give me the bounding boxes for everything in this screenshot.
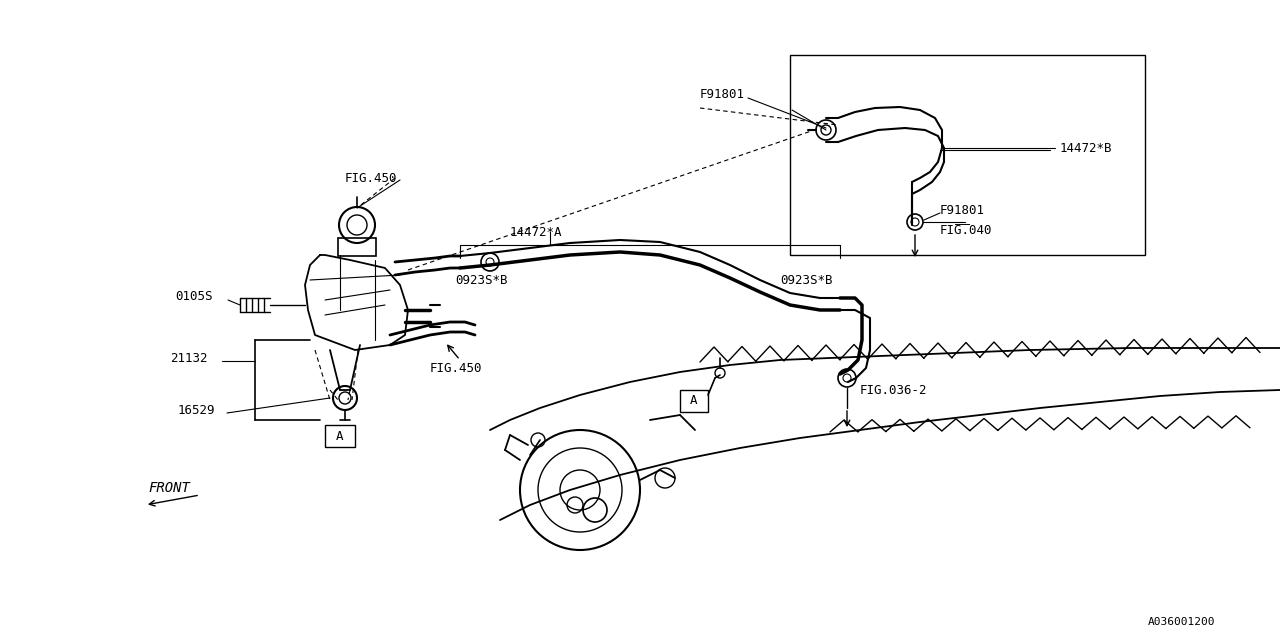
Text: 0923S*B: 0923S*B	[780, 273, 832, 287]
Text: 21132: 21132	[170, 351, 207, 365]
Bar	[338, 238, 376, 256]
Text: FIG.450: FIG.450	[430, 362, 483, 374]
Text: 14472*B: 14472*B	[1060, 141, 1112, 154]
Text: FIG.036-2: FIG.036-2	[860, 383, 928, 397]
Text: F91801: F91801	[940, 204, 986, 216]
Text: 0105S: 0105S	[175, 291, 212, 303]
Text: ——: ——	[940, 218, 970, 232]
Text: A: A	[690, 394, 698, 408]
Text: FIG.040: FIG.040	[940, 223, 992, 237]
Text: A036001200: A036001200	[1148, 617, 1216, 627]
Text: 16529: 16529	[178, 403, 215, 417]
Text: FRONT: FRONT	[148, 481, 189, 495]
Bar	[325, 425, 355, 447]
Text: FIG.450: FIG.450	[346, 172, 398, 184]
Text: 0923S*B: 0923S*B	[454, 273, 507, 287]
Text: A: A	[337, 429, 344, 442]
Text: 14472*A: 14472*A	[509, 225, 562, 239]
Text: F91801: F91801	[700, 88, 745, 102]
Bar	[680, 390, 708, 412]
Bar	[790, 55, 1146, 255]
